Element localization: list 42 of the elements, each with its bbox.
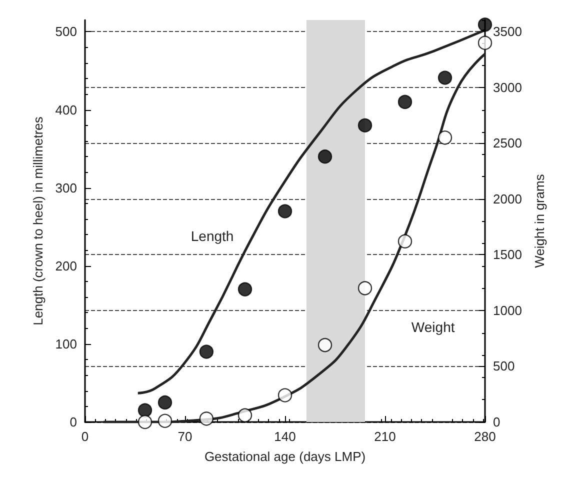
x-axis-title: Gestational age (days LMP): [204, 449, 366, 464]
point: [199, 344, 214, 359]
point: [478, 36, 492, 50]
point: [238, 282, 252, 296]
y2-tick-label: 1000: [493, 302, 522, 318]
series-label: Length: [190, 228, 234, 244]
x-tick-label: 70: [178, 429, 192, 444]
point: [358, 281, 372, 296]
point: [138, 414, 152, 430]
point: [398, 94, 412, 110]
y2-tick-label: 500: [493, 358, 515, 374]
point: [278, 204, 292, 218]
y2-tick-label: 0: [493, 414, 500, 430]
x-tick-label: 140: [274, 429, 296, 444]
y2-tick-label: 3000: [493, 80, 522, 95]
y-tick-label: 200: [55, 258, 77, 274]
point: [158, 414, 172, 428]
point: [138, 403, 152, 418]
point: [398, 234, 412, 248]
point: [318, 150, 332, 164]
x-tick-label: 0: [81, 429, 89, 444]
y-tick-label: 300: [55, 180, 77, 196]
point: [438, 70, 452, 85]
y-tick-label: 0: [70, 414, 77, 430]
y-axis-title: Length (crown to heel) in millimetres: [30, 116, 46, 326]
text: Weight: [411, 319, 455, 336]
point: [478, 18, 492, 32]
y2-axis-title: Weight in grams: [532, 174, 547, 268]
point: [278, 388, 292, 402]
y-tick-label: 400: [55, 102, 77, 118]
point: [318, 338, 332, 352]
y2-tick-label: 1500: [493, 247, 522, 262]
point: [158, 395, 172, 410]
point: [358, 118, 372, 132]
y-tick-label: 100: [55, 336, 77, 352]
x-tick-label: 280: [474, 429, 496, 444]
point: [199, 412, 214, 426]
y2-tick-label: 2500: [493, 136, 522, 151]
x-tick-label: 210: [374, 429, 396, 444]
y2-tick-label: 3500: [493, 24, 522, 40]
y-tick-label: 500: [55, 24, 77, 40]
y2-tick-label: 2000: [493, 191, 522, 206]
